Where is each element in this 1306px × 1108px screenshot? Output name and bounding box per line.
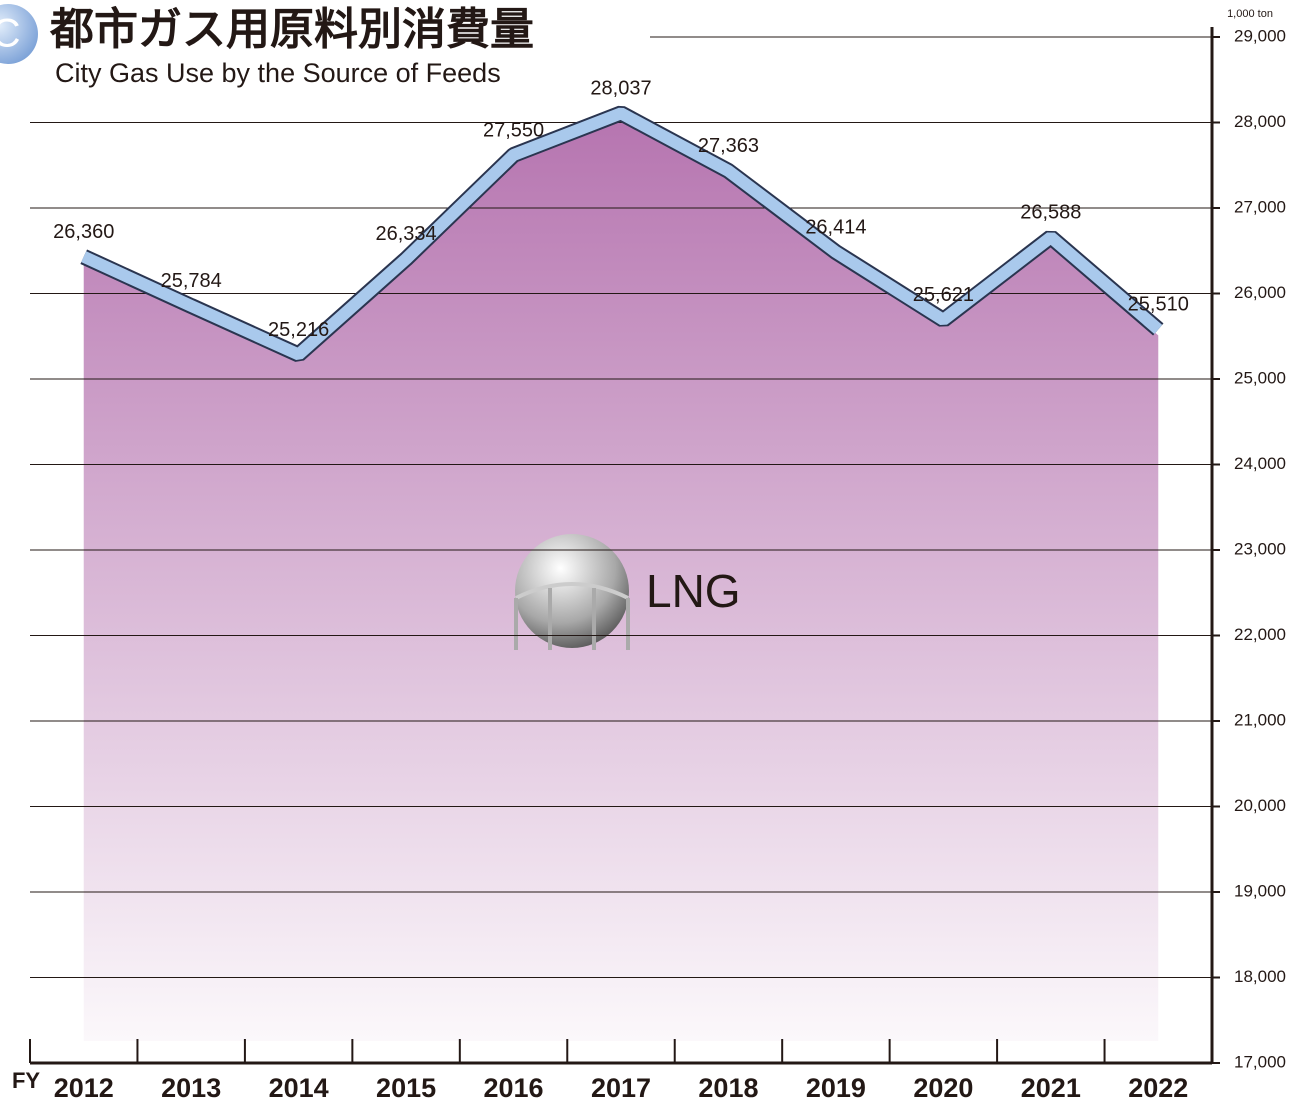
x-tick-label: 2018 (698, 1073, 758, 1103)
y-tick-label: 29,000 (1234, 26, 1286, 45)
y-tick-label: 27,000 (1234, 197, 1286, 216)
y-tick-label: 20,000 (1234, 796, 1286, 815)
x-tick-label: 2022 (1128, 1073, 1188, 1103)
y-tick-label: 23,000 (1234, 539, 1286, 558)
y-tick-label: 24,000 (1234, 454, 1286, 473)
x-tick-label: 2021 (1021, 1073, 1081, 1103)
x-tick-label: 2014 (269, 1073, 329, 1103)
data-label: 25,510 (1128, 294, 1189, 316)
x-tick-label: 2013 (161, 1073, 221, 1103)
y-tick-label: 17,000 (1234, 1052, 1286, 1071)
x-tick-label: 2016 (484, 1073, 544, 1103)
x-tick-label: 2020 (913, 1073, 973, 1103)
data-label: 25,621 (913, 284, 974, 306)
x-tick-label: 2012 (54, 1073, 114, 1103)
y-tick-label: 21,000 (1234, 710, 1286, 729)
data-label: 25,784 (161, 270, 222, 292)
data-label: 25,216 (268, 319, 329, 341)
annotation: LNG (646, 565, 741, 617)
x-tick-label: 2015 (376, 1073, 436, 1103)
data-label: 26,360 (53, 221, 114, 243)
x-tick-label: 2017 (591, 1073, 651, 1103)
x-axis-label: FY (12, 1068, 40, 1093)
y-tick-label: 22,000 (1234, 625, 1286, 644)
x-tick-label: 2019 (806, 1073, 866, 1103)
y-tick-label: 25,000 (1234, 368, 1286, 387)
data-label: 26,414 (805, 216, 866, 238)
data-label: 27,550 (483, 119, 544, 141)
line (81, 107, 1163, 360)
y-tick-label: 18,000 (1234, 967, 1286, 986)
chart-subtitle: City Gas Use by the Source of Feeds (55, 58, 501, 88)
y-tick-label: 26,000 (1234, 283, 1286, 302)
y-tick-label: 28,000 (1234, 112, 1286, 131)
data-label: 26,588 (1020, 202, 1081, 224)
tank-icon (514, 534, 630, 650)
badge (0, 4, 38, 64)
y-unit: 1,000 ton (1227, 8, 1273, 20)
badge-letter: C (0, 12, 20, 56)
y-tick-label: 19,000 (1234, 881, 1286, 900)
data-label: 26,334 (376, 223, 437, 245)
chart-title: 都市ガス用原料別消費量 (49, 4, 534, 55)
data-label: 28,037 (590, 78, 651, 100)
data-label: 27,363 (698, 135, 759, 157)
